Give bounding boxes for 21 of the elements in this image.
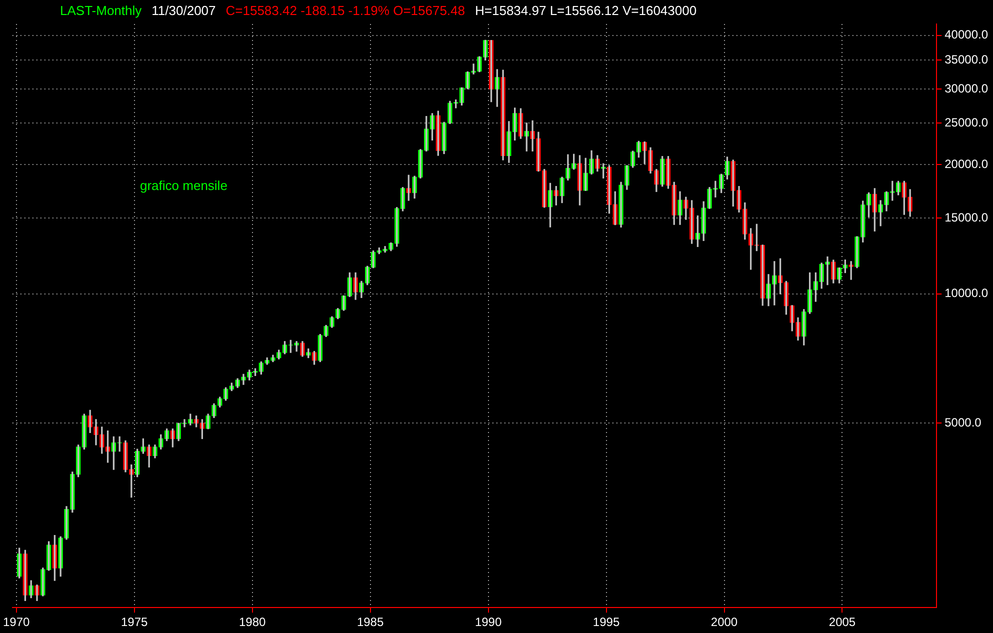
x-tick-label: 2005	[828, 615, 856, 630]
annotation: grafico mensile	[140, 178, 228, 193]
x-tick-label: 1990	[474, 615, 502, 630]
text: C=15583.42 -188.15 -1.19% O=15675.48	[226, 3, 466, 18]
y-tick-label: 30000.0	[944, 81, 988, 96]
x-tick-label: 1995	[592, 615, 620, 630]
chart-title: LAST-Monthly	[60, 3, 142, 18]
y-tick-label: 25000.0	[944, 115, 988, 130]
x-tick-label: 1980	[238, 615, 266, 630]
x-tick-label: 1970	[2, 615, 30, 630]
y-tick-label: 40000.0	[944, 28, 988, 42]
y-tick-label: 5000.0	[944, 415, 982, 430]
chart-subtitle: 11/30/2007	[152, 3, 216, 18]
y-tick-label: 20000.0	[944, 156, 988, 171]
text: H=15834.97 L=15566.12 V=16043000	[475, 3, 697, 18]
y-tick-label: 15000.0	[944, 210, 988, 225]
x-tick-label: 2000	[710, 615, 738, 630]
x-tick-label: 1985	[356, 615, 384, 630]
y-tick-label: 10000.0	[944, 286, 988, 300]
x-tick-label: 1975	[120, 615, 148, 630]
y-tick-label: 35000.0	[944, 52, 988, 67]
